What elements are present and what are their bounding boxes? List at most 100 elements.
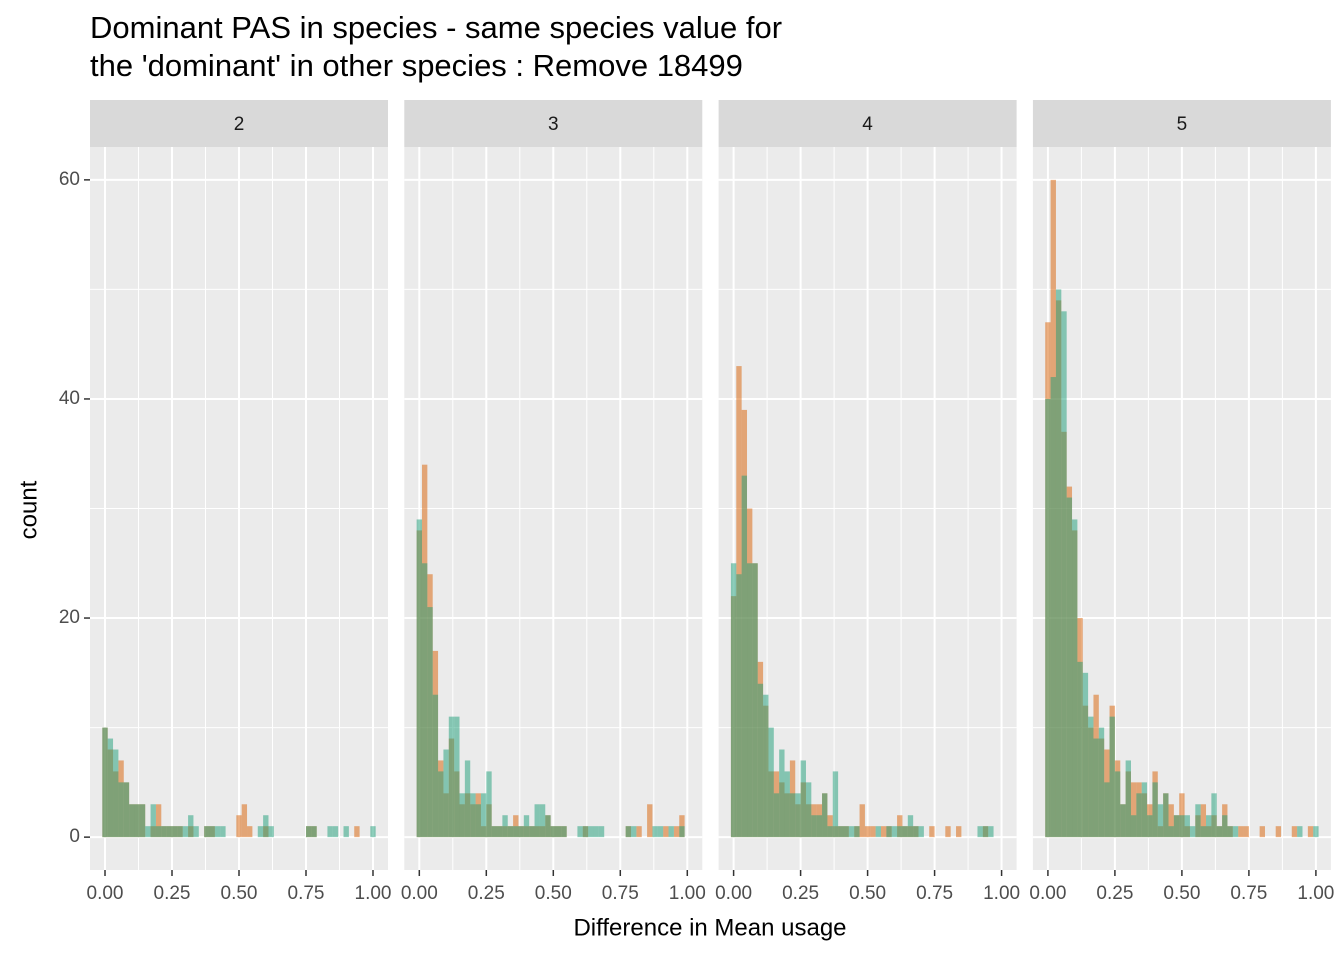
- bar: [848, 826, 855, 838]
- bar: [470, 793, 476, 838]
- bar: [343, 826, 349, 838]
- bar: [1050, 377, 1056, 838]
- bar: [1163, 793, 1169, 838]
- bar: [741, 475, 748, 838]
- bar: [891, 826, 898, 838]
- bar: [370, 826, 376, 838]
- bar: [907, 815, 914, 838]
- bar: [1109, 716, 1115, 838]
- bar: [123, 782, 130, 838]
- bar: [204, 826, 210, 838]
- bar: [1136, 793, 1142, 838]
- bar: [1291, 826, 1298, 838]
- bar: [416, 519, 422, 838]
- bar: [1055, 289, 1062, 838]
- bar: [625, 826, 632, 838]
- bar: [679, 826, 685, 838]
- bar: [220, 826, 226, 838]
- bar: [1206, 815, 1212, 838]
- bar: [118, 782, 124, 838]
- x-tick-label: 0.75: [288, 883, 325, 904]
- bar: [1275, 826, 1282, 838]
- x-axis-label: Difference in Mean usage: [573, 914, 846, 941]
- x-tick-label: 0.00: [715, 883, 752, 904]
- bar: [1184, 815, 1190, 838]
- y-tick-label: 0: [69, 826, 80, 847]
- x-tick-label: 1.00: [1297, 883, 1334, 904]
- chart-title: Dominant PAS in species - same species v…: [90, 10, 782, 45]
- x-tick-label: 0.25: [1096, 883, 1133, 904]
- bar: [647, 804, 653, 838]
- bar: [827, 826, 833, 838]
- bar: [193, 826, 199, 838]
- bar: [663, 826, 669, 838]
- x-tick-label: 0.00: [1029, 883, 1066, 904]
- bar: [263, 815, 269, 838]
- bar: [631, 826, 637, 838]
- bar: [475, 804, 481, 838]
- bar: [1243, 826, 1249, 838]
- bar: [354, 826, 360, 838]
- bar: [502, 815, 508, 838]
- bar: [763, 694, 769, 838]
- strip: [90, 100, 388, 147]
- bar: [134, 804, 140, 838]
- x-tick-label: 1.00: [669, 883, 706, 904]
- bar: [236, 815, 242, 838]
- bar: [897, 826, 903, 838]
- bar: [534, 804, 540, 838]
- bar: [523, 815, 530, 838]
- bar: [480, 793, 487, 838]
- bar: [257, 826, 264, 838]
- bar: [577, 826, 583, 838]
- bar: [432, 694, 439, 838]
- bar: [1130, 782, 1137, 838]
- x-tick-label: 1.00: [983, 883, 1020, 904]
- bar: [1098, 727, 1105, 838]
- bar: [945, 826, 951, 838]
- bar: [913, 826, 919, 838]
- bar: [875, 826, 881, 838]
- bar: [1114, 771, 1121, 838]
- bar: [822, 793, 828, 838]
- facet-label: 3: [548, 114, 559, 135]
- chart-title: the 'dominant' in other species : Remove…: [90, 48, 743, 83]
- bar: [1200, 826, 1207, 838]
- bar: [747, 563, 753, 838]
- bar: [1061, 311, 1067, 838]
- bar: [555, 826, 562, 838]
- bar: [497, 826, 503, 838]
- bar: [838, 826, 844, 838]
- bar: [805, 782, 812, 838]
- bar: [550, 826, 556, 838]
- bar: [241, 804, 248, 838]
- bar: [1130, 815, 1137, 838]
- bar: [757, 683, 764, 838]
- bar: [811, 815, 817, 838]
- bar: [657, 826, 664, 838]
- bar: [864, 826, 871, 838]
- bar: [247, 826, 253, 838]
- bar: [332, 826, 339, 838]
- x-tick-label: 0.75: [602, 883, 639, 904]
- facet-label: 4: [862, 114, 873, 135]
- bar: [843, 826, 849, 838]
- bar: [1168, 804, 1174, 838]
- bar: [795, 793, 801, 838]
- bar: [1313, 826, 1319, 838]
- x-tick-label: 0.50: [535, 883, 572, 904]
- bar: [268, 826, 274, 838]
- bar: [1179, 815, 1185, 838]
- bar: [1195, 804, 1201, 838]
- strip: [404, 100, 703, 147]
- bar: [752, 563, 758, 838]
- bar: [102, 727, 108, 838]
- bar: [1211, 793, 1217, 838]
- bar: [486, 771, 492, 838]
- bar: [1088, 716, 1094, 838]
- bar: [448, 716, 455, 838]
- bar: [588, 826, 594, 838]
- bar: [545, 815, 551, 838]
- bar: [1066, 497, 1073, 838]
